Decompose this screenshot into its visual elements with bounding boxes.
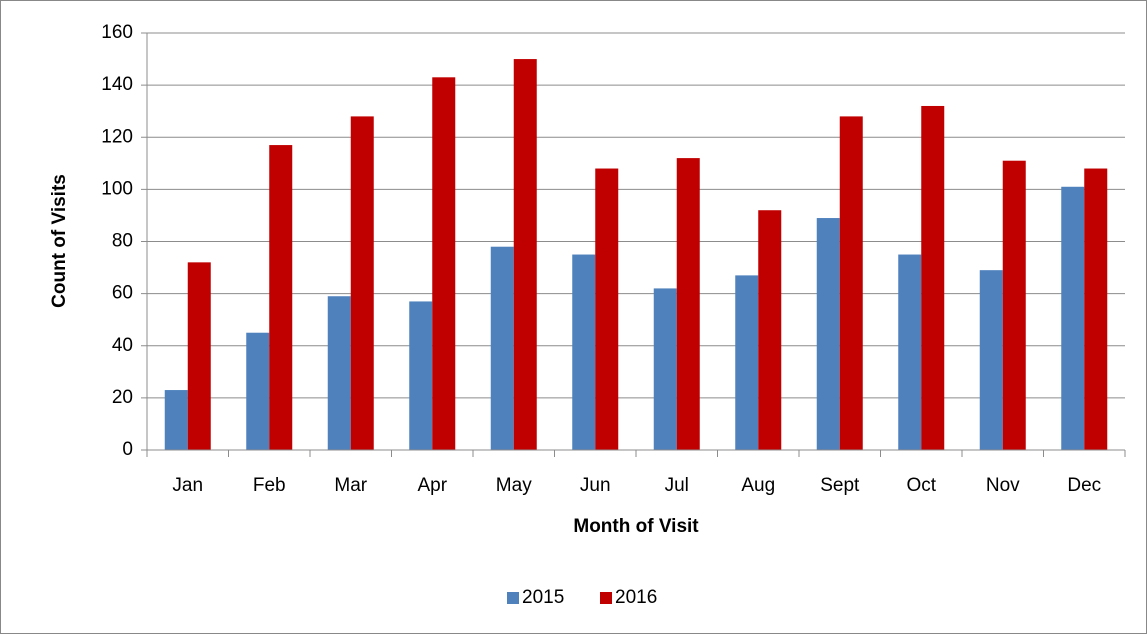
y-tick-label: 0 [122,439,133,460]
bar [409,301,433,450]
x-tick-label: Jun [580,475,611,496]
legend-label: 2015 [522,587,564,608]
x-tick-label: Jan [172,475,203,496]
y-tick-label: 120 [101,126,133,147]
y-tick-label: 60 [112,283,133,304]
bar [513,59,537,450]
x-tick-label: Feb [253,475,286,496]
y-tick-label: 80 [112,231,133,252]
bar [187,262,211,450]
bar [246,332,270,450]
x-tick-label: Mar [334,475,367,496]
bar [653,288,677,450]
bar [1061,186,1085,451]
bar [432,77,456,451]
x-tick-label: Apr [417,475,447,496]
bar [350,116,374,451]
legend-swatch [600,592,612,604]
x-tick-label: Aug [741,475,775,496]
bar [898,254,922,450]
y-tick-label: 40 [112,335,133,356]
bar [327,296,351,450]
x-tick-label: Oct [906,475,936,496]
y-tick-label: 20 [112,387,133,408]
x-tick-label: Jul [665,475,689,496]
x-tick-label: Dec [1067,475,1101,496]
bar [676,158,700,450]
bar [839,116,863,451]
x-tick-label: May [496,475,532,496]
bar [595,168,619,450]
y-tick-label: 100 [101,178,133,199]
bar [269,145,293,450]
bar [816,218,840,450]
bar [979,270,1003,450]
x-axis-label: Month of Visit [573,516,699,537]
bar [572,254,596,450]
x-tick-label: Nov [986,475,1020,496]
x-tick-label: Sept [820,475,860,496]
bar [164,390,188,450]
bar [735,275,759,450]
y-tick-label: 160 [101,22,133,43]
y-axis-label: Count of Visits [49,174,70,308]
bar [758,210,782,450]
y-tick-label: 140 [101,74,133,95]
bar [921,105,945,450]
legend-label: 2016 [615,587,657,608]
legend-swatch [507,592,519,604]
bar [490,246,514,450]
bar [1002,160,1026,451]
bar [1084,168,1108,450]
